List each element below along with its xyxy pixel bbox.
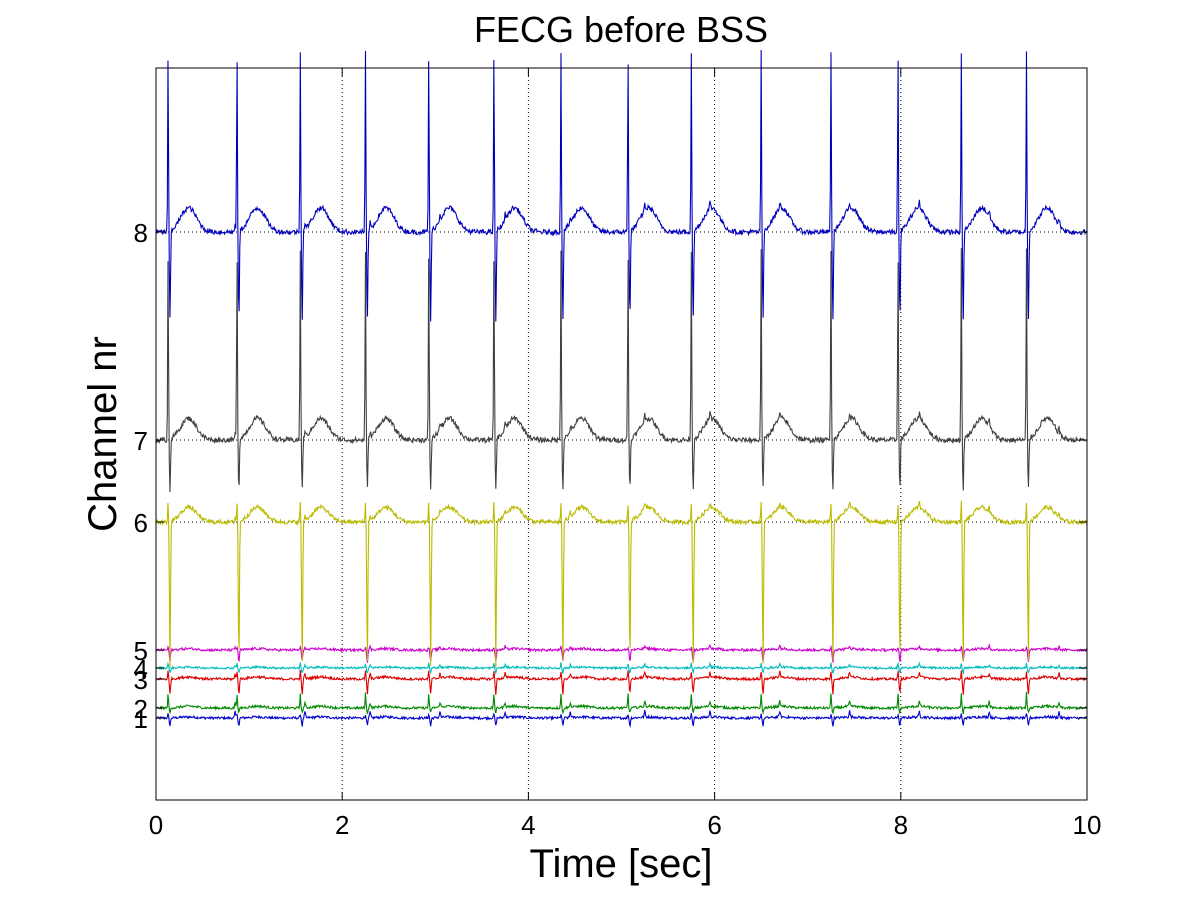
y-tick-label-2: 2 <box>134 694 148 724</box>
chart-title: FECG before BSS <box>474 9 768 50</box>
series-line-channel-1 <box>155 709 1088 729</box>
series-line-channel-8 <box>155 49 1088 322</box>
y-tick-label-7: 7 <box>134 426 148 456</box>
series-line-channel-5 <box>155 642 1088 663</box>
x-tick-label: 10 <box>1073 810 1102 840</box>
x-axis-label: Time [sec] <box>530 842 713 886</box>
plot-background <box>156 68 1087 800</box>
series-line-channel-6 <box>155 500 1088 668</box>
y-tick-label-1: 1 <box>134 704 148 734</box>
plot-frame <box>155 67 1088 801</box>
x-tick-label: 8 <box>894 810 908 840</box>
y-tick-label-4: 4 <box>134 654 148 684</box>
series-line-channel-2 <box>155 691 1088 715</box>
x-tick-label: 4 <box>521 810 535 840</box>
x-tick-label: 0 <box>149 810 163 840</box>
y-tick-label-8: 8 <box>134 218 148 248</box>
y-tick-label-5: 5 <box>134 636 148 666</box>
x-tick-label: 6 <box>707 810 721 840</box>
x-axis: 0 2 4 6 8 10 <box>149 68 1102 840</box>
y-axis-label: Channel nr <box>81 336 125 532</box>
y-tick-label-3: 3 <box>134 665 148 695</box>
series-group <box>155 49 1088 729</box>
y-tick-label-6: 6 <box>134 508 148 538</box>
series-line-channel-7 <box>155 248 1088 493</box>
series-line-channel-4 <box>155 661 1088 676</box>
x-tick-label: 2 <box>335 810 349 840</box>
series-line-channel-3 <box>155 669 1088 695</box>
